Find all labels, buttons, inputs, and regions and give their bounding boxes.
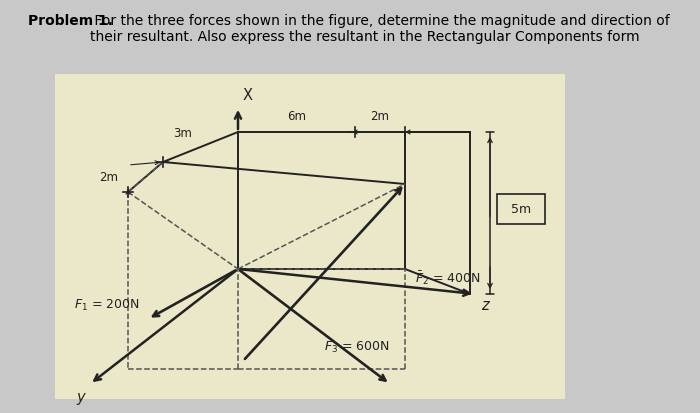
Text: y: y <box>76 389 85 404</box>
Text: 3m: 3m <box>174 127 192 140</box>
Bar <box>55 75 565 399</box>
Text: $F_3$ = 600N: $F_3$ = 600N <box>324 339 389 354</box>
Text: $F_1$ = 200N: $F_1$ = 200N <box>74 297 140 312</box>
Text: 5m: 5m <box>511 203 531 216</box>
Text: 6m: 6m <box>287 110 306 123</box>
Text: X: X <box>243 88 253 103</box>
Bar <box>497 195 545 224</box>
Text: $\bar{F}_2$ = 400N: $\bar{F}_2$ = 400N <box>415 269 481 287</box>
Text: For the three forces shown in the figure, determine the magnitude and direction : For the three forces shown in the figure… <box>90 14 670 44</box>
Text: 2m: 2m <box>370 110 389 123</box>
Text: 2m: 2m <box>99 171 118 184</box>
Text: Problem 1.: Problem 1. <box>28 14 113 28</box>
Text: z: z <box>481 297 489 312</box>
